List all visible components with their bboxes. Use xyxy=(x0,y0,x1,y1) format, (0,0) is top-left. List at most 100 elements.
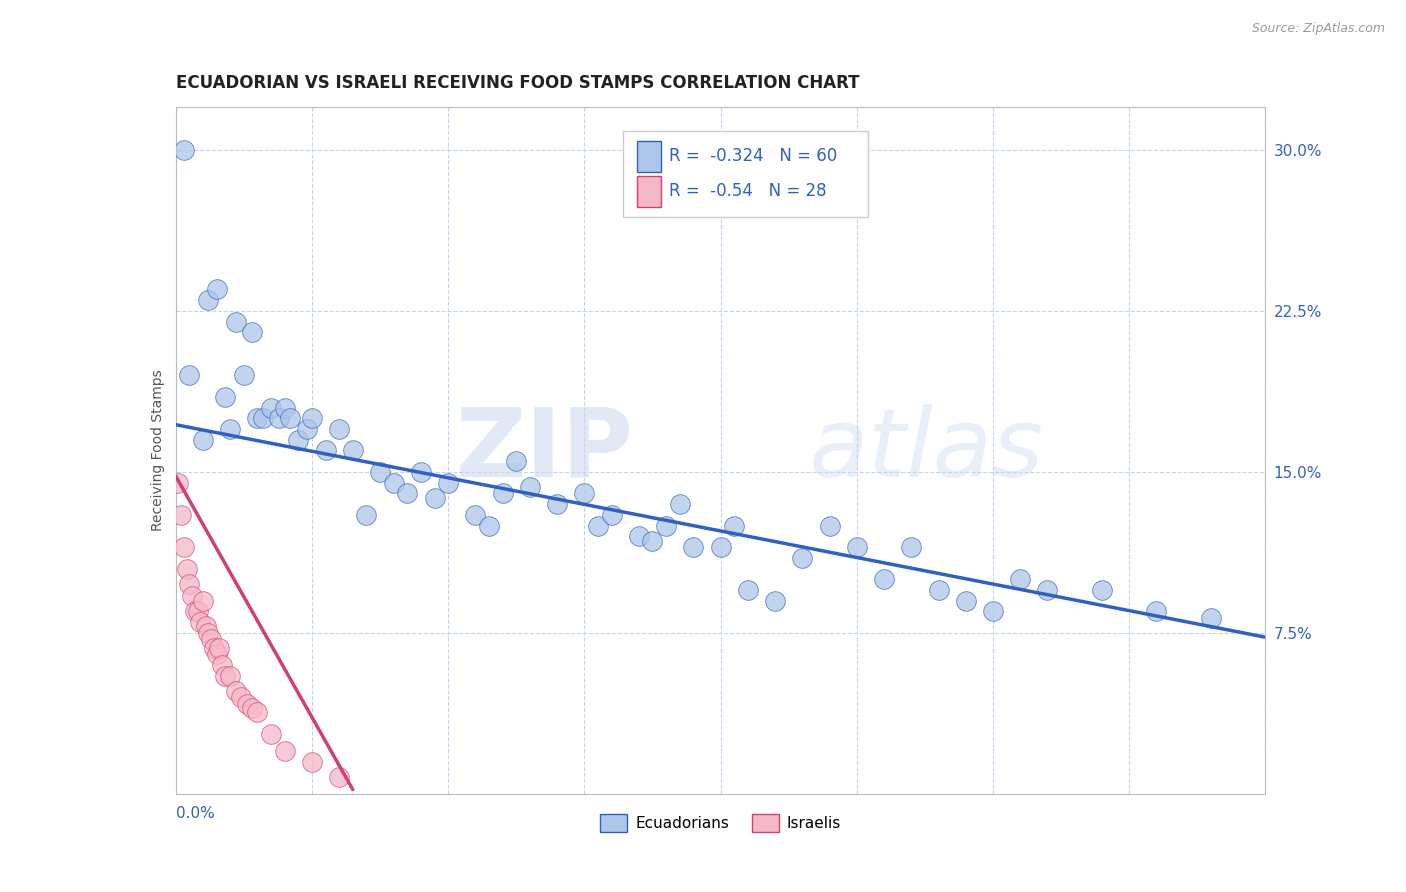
Point xyxy=(492,486,515,500)
Text: 0.0%: 0.0% xyxy=(176,806,215,822)
Point xyxy=(269,411,291,425)
Point xyxy=(170,508,193,522)
Point xyxy=(928,582,950,597)
Point xyxy=(197,626,219,640)
Point xyxy=(188,615,211,630)
Point xyxy=(368,465,391,479)
FancyBboxPatch shape xyxy=(637,141,661,172)
Point xyxy=(981,604,1004,618)
Point xyxy=(682,540,704,554)
Point xyxy=(232,368,254,383)
Point xyxy=(274,401,297,415)
Point xyxy=(641,533,664,548)
Point xyxy=(274,744,297,758)
Point xyxy=(186,604,209,618)
Legend: Ecuadorians, Israelis: Ecuadorians, Israelis xyxy=(593,808,848,838)
Point xyxy=(1199,611,1222,625)
Point xyxy=(900,540,922,554)
Point xyxy=(301,755,323,769)
Point xyxy=(176,561,198,575)
Point xyxy=(546,497,568,511)
Point xyxy=(214,390,236,404)
Point xyxy=(240,326,263,340)
Point xyxy=(200,632,222,647)
Point xyxy=(792,550,814,565)
Point xyxy=(955,593,977,607)
Point xyxy=(287,433,309,447)
Point xyxy=(278,411,301,425)
Point xyxy=(260,401,283,415)
Text: atlas: atlas xyxy=(807,404,1043,497)
Point xyxy=(342,443,364,458)
Point xyxy=(208,640,231,655)
Point xyxy=(197,293,219,308)
Point xyxy=(184,604,207,618)
Point xyxy=(818,518,841,533)
Point xyxy=(219,422,242,436)
Text: ZIP: ZIP xyxy=(456,404,633,497)
Text: Source: ZipAtlas.com: Source: ZipAtlas.com xyxy=(1251,22,1385,36)
Point xyxy=(668,497,690,511)
Point xyxy=(423,491,446,505)
Point xyxy=(1144,604,1167,618)
Point xyxy=(191,593,214,607)
Point xyxy=(723,518,745,533)
Point xyxy=(873,572,896,586)
Point xyxy=(194,619,217,633)
Point xyxy=(396,486,419,500)
Point xyxy=(600,508,623,522)
Point xyxy=(252,411,274,425)
Point xyxy=(246,411,269,425)
Point xyxy=(464,508,486,522)
Point xyxy=(574,486,596,500)
Point xyxy=(328,422,350,436)
Point xyxy=(235,697,257,711)
Point xyxy=(845,540,868,554)
Point xyxy=(246,706,269,720)
Point xyxy=(214,669,236,683)
Point xyxy=(191,433,214,447)
Point xyxy=(205,283,228,297)
Point xyxy=(655,518,678,533)
Point xyxy=(710,540,733,554)
Text: R =  -0.54   N = 28: R = -0.54 N = 28 xyxy=(669,182,827,200)
Text: R =  -0.324   N = 60: R = -0.324 N = 60 xyxy=(669,147,838,166)
Point xyxy=(1036,582,1059,597)
Point xyxy=(586,518,609,533)
Point xyxy=(315,443,337,458)
Point xyxy=(737,582,759,597)
Point xyxy=(240,701,263,715)
Point xyxy=(179,368,201,383)
Point xyxy=(505,454,527,468)
Point xyxy=(382,475,405,490)
Point xyxy=(219,669,242,683)
Point xyxy=(627,529,650,543)
Point xyxy=(202,640,225,655)
Point xyxy=(205,648,228,662)
Point xyxy=(1091,582,1114,597)
Point xyxy=(231,690,253,705)
Point xyxy=(478,518,501,533)
Point xyxy=(519,480,541,494)
Point xyxy=(763,593,786,607)
Point xyxy=(167,475,190,490)
Y-axis label: Receiving Food Stamps: Receiving Food Stamps xyxy=(150,369,165,532)
Point xyxy=(301,411,323,425)
Text: ECUADORIAN VS ISRAELI RECEIVING FOOD STAMPS CORRELATION CHART: ECUADORIAN VS ISRAELI RECEIVING FOOD STA… xyxy=(176,74,859,92)
Point xyxy=(437,475,460,490)
Point xyxy=(356,508,378,522)
Point xyxy=(173,143,195,157)
Point xyxy=(328,770,350,784)
Point xyxy=(260,727,283,741)
FancyBboxPatch shape xyxy=(623,131,868,217)
Point xyxy=(225,315,247,329)
Point xyxy=(1010,572,1032,586)
Point xyxy=(173,540,195,554)
Point xyxy=(225,683,247,698)
Point xyxy=(409,465,432,479)
Point xyxy=(179,576,201,591)
FancyBboxPatch shape xyxy=(637,176,661,207)
Point xyxy=(295,422,318,436)
Point xyxy=(181,590,204,604)
Point xyxy=(211,658,233,673)
